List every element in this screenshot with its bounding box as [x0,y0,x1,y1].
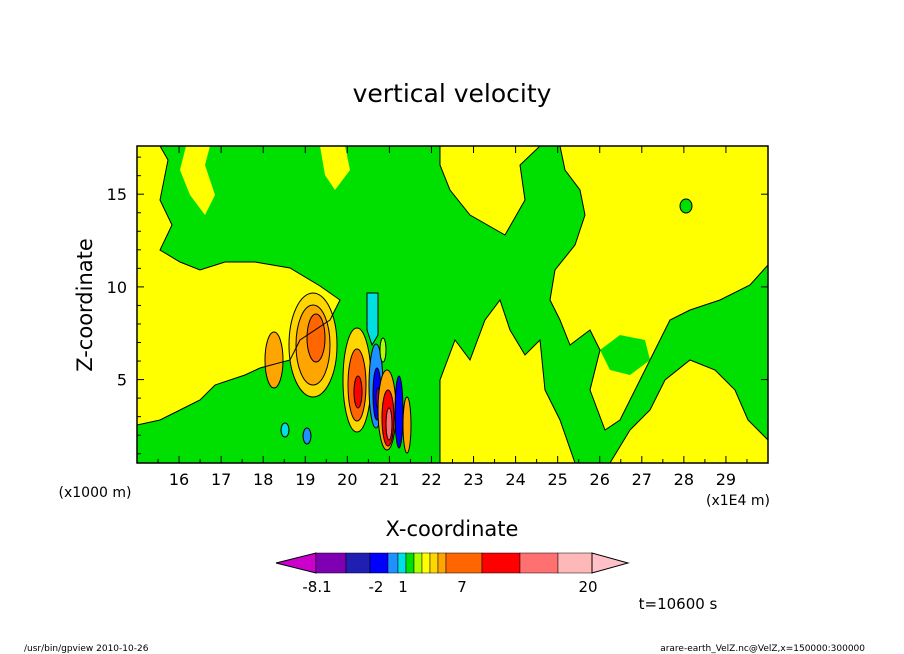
colorbar-max-arrow [591,552,630,574]
downdraft-cyan-upper [366,292,379,347]
x-tick-label: 16 [169,470,189,489]
colorbar-segment [405,552,415,574]
region-yellow-bottom-right [610,360,768,463]
downdraft-small-2 [280,422,290,438]
colorbar-min-arrow [275,552,317,574]
region-yellow-lower-mid [440,300,575,463]
colorbar-segment [345,552,371,574]
colorbar [275,552,630,574]
x-tick-label: 18 [253,470,273,489]
colorbar-segment [445,552,483,574]
colorbar-labels: -8.1 -2 1 7 20 [302,578,597,596]
x-tick-label: 21 [379,470,399,489]
contour-line-2 [549,146,768,431]
region-yellow-strip [180,146,215,215]
x-tick-label: 22 [421,470,441,489]
colorbar-segment [421,552,431,574]
colorbar-label: -8.1 [302,578,331,596]
cell-20-max [353,375,363,409]
downdraft-21-5 [394,375,404,449]
contour-line-5 [609,359,768,463]
chart-title: vertical velocity [353,79,552,108]
y-tick-label: 15 [107,185,127,204]
time-label: t=10600 s [639,595,718,613]
y-ticks: 5 10 15 [107,156,768,455]
cell-18-5 [264,331,284,389]
region-yellow-top [320,146,350,190]
cell-21-7 [402,396,412,454]
downdraft-small [302,427,312,445]
footer-left: /usr/bin/gpview 2010-10-26 [24,644,149,654]
x-tick-label: 23 [463,470,483,489]
y-tick-label: 10 [107,278,127,297]
x-unit-left: (x1000 m) [59,485,132,501]
region-yellow-upper-mid [440,146,540,235]
cell-21-core [385,407,393,441]
x-axis-label: X-coordinate [386,517,519,541]
x-tick-label: 28 [674,470,694,489]
cell-lightgreen [379,337,387,363]
region-green-island [600,335,650,375]
x-unit-right: (x1E4 m) [706,493,770,509]
contour-line-4 [439,146,541,236]
x-tick-label: 25 [547,470,567,489]
colorbar-label: 20 [578,578,597,596]
colorbar-segment [437,552,447,574]
colorbar-segment [481,552,521,574]
colorbar-segment [519,552,559,574]
colorbar-segment [557,552,593,574]
x-ticks: 16 17 18 19 20 21 22 23 24 25 26 27 28 29 [157,146,748,489]
colorbar-label: -2 [369,578,384,596]
colorbar-segment [397,552,407,574]
footer-right: arare-earth_VelZ.nc@VelZ,x=150000:300000 [660,644,865,654]
y-axis-label: Z-coordinate [73,238,97,372]
x-tick-label: 20 [337,470,357,489]
colorbar-segment [369,552,389,574]
contour-field [137,146,768,463]
x-tick-label: 29 [716,470,736,489]
colorbar-segment [315,552,347,574]
contour-line-1 [137,146,341,426]
contour-line-3 [439,298,576,463]
x-tick-label: 26 [590,470,610,489]
colorbar-segment [413,552,423,574]
cell-19-core [306,313,326,363]
x-tick-label: 24 [505,470,525,489]
colorbar-segment [387,552,399,574]
x-tick-label: 17 [211,470,231,489]
y-tick-label: 5 [117,371,127,390]
colorbar-segment [429,552,439,574]
region-green-spot [679,198,693,214]
colorbar-label: 1 [398,578,408,596]
x-tick-label: 27 [632,470,652,489]
colorbar-label: 7 [457,578,467,596]
x-tick-label: 19 [295,470,315,489]
